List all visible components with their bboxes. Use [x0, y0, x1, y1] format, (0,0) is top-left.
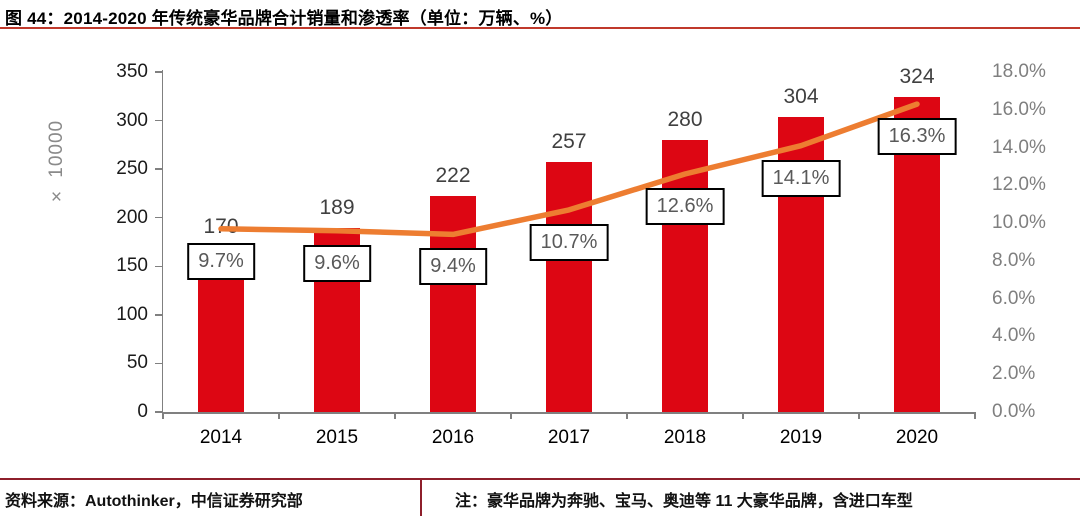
right-axis-tick-label: 4.0% [992, 325, 1036, 347]
x-axis-tick [510, 412, 512, 419]
left-axis-tick-label: 200 [116, 206, 148, 228]
bar-value-label: 280 [667, 108, 703, 131]
sales-bar [662, 140, 708, 412]
bar-value-label: 304 [783, 84, 819, 108]
figure-footer: 资料来源：Autothinker，中信证券研究部 注：豪华品牌为奔驰、宝马、奥迪… [0, 478, 1080, 516]
x-axis-category-label: 2020 [895, 427, 939, 448]
left-axis-tick-label: 50 [126, 352, 148, 374]
right-axis-tick-label: 6.0% [992, 287, 1036, 309]
penetration-label-box: 16.3% [877, 118, 957, 156]
left-axis-tick [155, 411, 162, 413]
left-axis-tick-label: 0 [137, 401, 148, 422]
x-axis-tick [162, 412, 164, 419]
x-axis-category-label: 2015 [315, 427, 359, 448]
penetration-label-box: 9.6% [303, 244, 371, 282]
left-axis-tick [155, 119, 162, 122]
figure-title: 图 44：2014-2020 年传统豪华品牌合计销量和渗透率（单位：万辆、%） [5, 9, 563, 28]
x-axis-tick [858, 412, 860, 419]
right-axis-tick-label: 18.0% [992, 61, 1046, 82]
right-axis-tick-label: 8.0% [992, 249, 1036, 271]
left-axis-tick [155, 265, 162, 268]
left-axis-tick [155, 216, 162, 219]
left-axis-tick-label: 100 [116, 303, 148, 325]
penetration-label-box: 9.7% [187, 242, 255, 280]
left-axis-tick-label: 300 [116, 109, 148, 131]
left-axis-tick [155, 168, 162, 170]
penetration-label-box: 12.6% [645, 188, 725, 225]
left-axis-tick [155, 71, 162, 73]
footer-column-divider [420, 480, 422, 516]
x-axis-category-label: 2018 [663, 427, 707, 448]
bar-value-label: 257 [551, 130, 587, 154]
x-axis-line [161, 412, 975, 414]
x-axis-tick [626, 412, 628, 419]
penetration-label-box: 9.4% [419, 248, 487, 286]
x-axis-tick [394, 412, 396, 419]
sales-bar [546, 162, 592, 412]
right-axis-tick-label: 0.0% [992, 401, 1036, 422]
x-axis-category-label: 2017 [547, 427, 591, 448]
right-axis-tick-label: 2.0% [992, 363, 1036, 385]
x-axis-tick [278, 412, 280, 419]
source-note: 资料来源：Autothinker，中信证券研究部 [5, 493, 303, 510]
right-axis-tick-label: 14.0% [992, 136, 1046, 158]
left-axis-tick-label: 150 [116, 255, 148, 277]
penetration-label-box: 10.7% [529, 223, 609, 261]
left-axis-tick [155, 314, 162, 316]
left-axis-tick-label: 250 [116, 158, 148, 180]
bar-value-label: 222 [435, 164, 471, 188]
bar-value-label: 170 [203, 214, 239, 238]
penetration-label-box: 14.1% [761, 159, 841, 197]
left-axis-tick-label: 350 [116, 61, 148, 82]
x-axis-category-label: 2016 [431, 427, 475, 448]
sales-bar [430, 196, 476, 412]
figure-title-bar: 图 44：2014-2020 年传统豪华品牌合计销量和渗透率（单位：万辆、%） [0, 0, 1080, 29]
right-axis-tick-label: 12.0% [992, 174, 1046, 196]
x-axis-category-label: 2019 [779, 427, 823, 448]
x-axis-tick [974, 412, 976, 419]
figure-note: 注：豪华品牌为奔驰、宝马、奥迪等 11 大豪华品牌，含进口车型 [455, 493, 913, 510]
x-axis-category-label: 2014 [199, 427, 243, 448]
left-axis-line [161, 70, 163, 412]
right-axis-tick-label: 16.0% [992, 98, 1046, 120]
right-axis-tick-label: 10.0% [992, 212, 1046, 234]
bar-value-label: 189 [319, 196, 355, 220]
left-axis-tick [155, 362, 162, 365]
x-axis-tick [742, 412, 744, 419]
bar-value-label: 324 [899, 65, 935, 89]
